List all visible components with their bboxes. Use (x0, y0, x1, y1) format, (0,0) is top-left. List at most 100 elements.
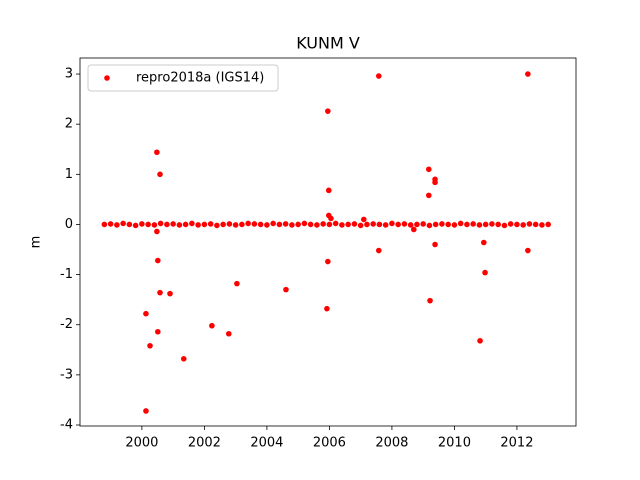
point (209, 322, 215, 329)
y-tick-label: -3 (60, 367, 73, 382)
point (382, 222, 389, 228)
point (514, 221, 520, 228)
point (427, 297, 433, 304)
point (326, 221, 333, 228)
point (370, 221, 376, 227)
point (251, 221, 258, 227)
point (180, 356, 187, 362)
point (325, 258, 331, 265)
point (375, 73, 382, 79)
x-tick-label: 2010 (438, 436, 471, 451)
point (143, 408, 149, 414)
point (520, 222, 526, 228)
point (164, 221, 170, 228)
point (283, 286, 289, 293)
point (139, 221, 145, 227)
plot-frame (79, 57, 577, 427)
point (339, 222, 345, 228)
point (407, 222, 414, 228)
point (167, 290, 173, 297)
point (332, 220, 339, 227)
point (525, 71, 531, 77)
point (451, 222, 458, 228)
y-tick-label: -4 (60, 417, 73, 432)
point (307, 221, 314, 228)
point (157, 171, 163, 178)
y-tick-label: -1 (60, 267, 73, 282)
point (207, 221, 214, 227)
point (132, 222, 139, 229)
point (324, 305, 330, 312)
point (257, 221, 264, 228)
point (532, 221, 539, 228)
point (155, 257, 161, 264)
point (328, 215, 334, 222)
point (270, 220, 276, 227)
point (214, 222, 220, 229)
point (226, 221, 233, 227)
point (360, 216, 367, 223)
legend-label: repro2018a (IGS14) (136, 71, 264, 86)
point (525, 247, 531, 254)
y-tick-label: 2 (65, 117, 73, 132)
point (239, 221, 245, 228)
point (282, 221, 289, 227)
point (425, 192, 432, 199)
x-tick-label: 2002 (188, 436, 221, 451)
point (189, 220, 195, 227)
point (432, 221, 439, 228)
y-tick-label: -2 (60, 317, 73, 332)
point (495, 221, 501, 228)
point (410, 226, 417, 233)
point (234, 280, 240, 287)
point (425, 166, 432, 173)
point (414, 221, 420, 228)
point (507, 221, 514, 227)
y-tick-label: 3 (65, 67, 73, 82)
x-tick-label: 2000 (125, 436, 158, 451)
point (345, 221, 351, 228)
point (195, 222, 201, 228)
point (325, 108, 331, 114)
point (114, 222, 120, 228)
y-axis-label: m (29, 236, 44, 249)
point (501, 222, 508, 229)
point (157, 220, 164, 227)
point (147, 342, 153, 349)
point (432, 241, 438, 248)
point (295, 221, 301, 228)
point (245, 220, 251, 227)
point (120, 220, 126, 227)
point (314, 222, 320, 228)
point (477, 337, 483, 344)
point (395, 221, 401, 228)
point (145, 221, 151, 228)
point (426, 222, 433, 229)
y-tick-label: 1 (65, 167, 73, 182)
point (143, 310, 149, 317)
point (432, 179, 438, 186)
point (201, 221, 208, 228)
point (232, 222, 239, 228)
point (476, 222, 483, 228)
point (126, 221, 133, 228)
point (325, 187, 332, 194)
x-tick-label: 2006 (313, 436, 346, 451)
point (401, 221, 408, 227)
chart-title: KUNM V (296, 34, 360, 53)
point (457, 220, 464, 227)
point (154, 228, 160, 235)
point (364, 221, 370, 228)
point (357, 222, 364, 229)
point (539, 222, 545, 228)
point (182, 221, 189, 228)
point (445, 221, 451, 228)
point (464, 221, 470, 228)
point (170, 221, 176, 227)
point (320, 221, 326, 227)
y-tick-label: 0 (65, 217, 73, 232)
point (289, 222, 295, 228)
point (264, 222, 270, 228)
point (526, 221, 533, 227)
